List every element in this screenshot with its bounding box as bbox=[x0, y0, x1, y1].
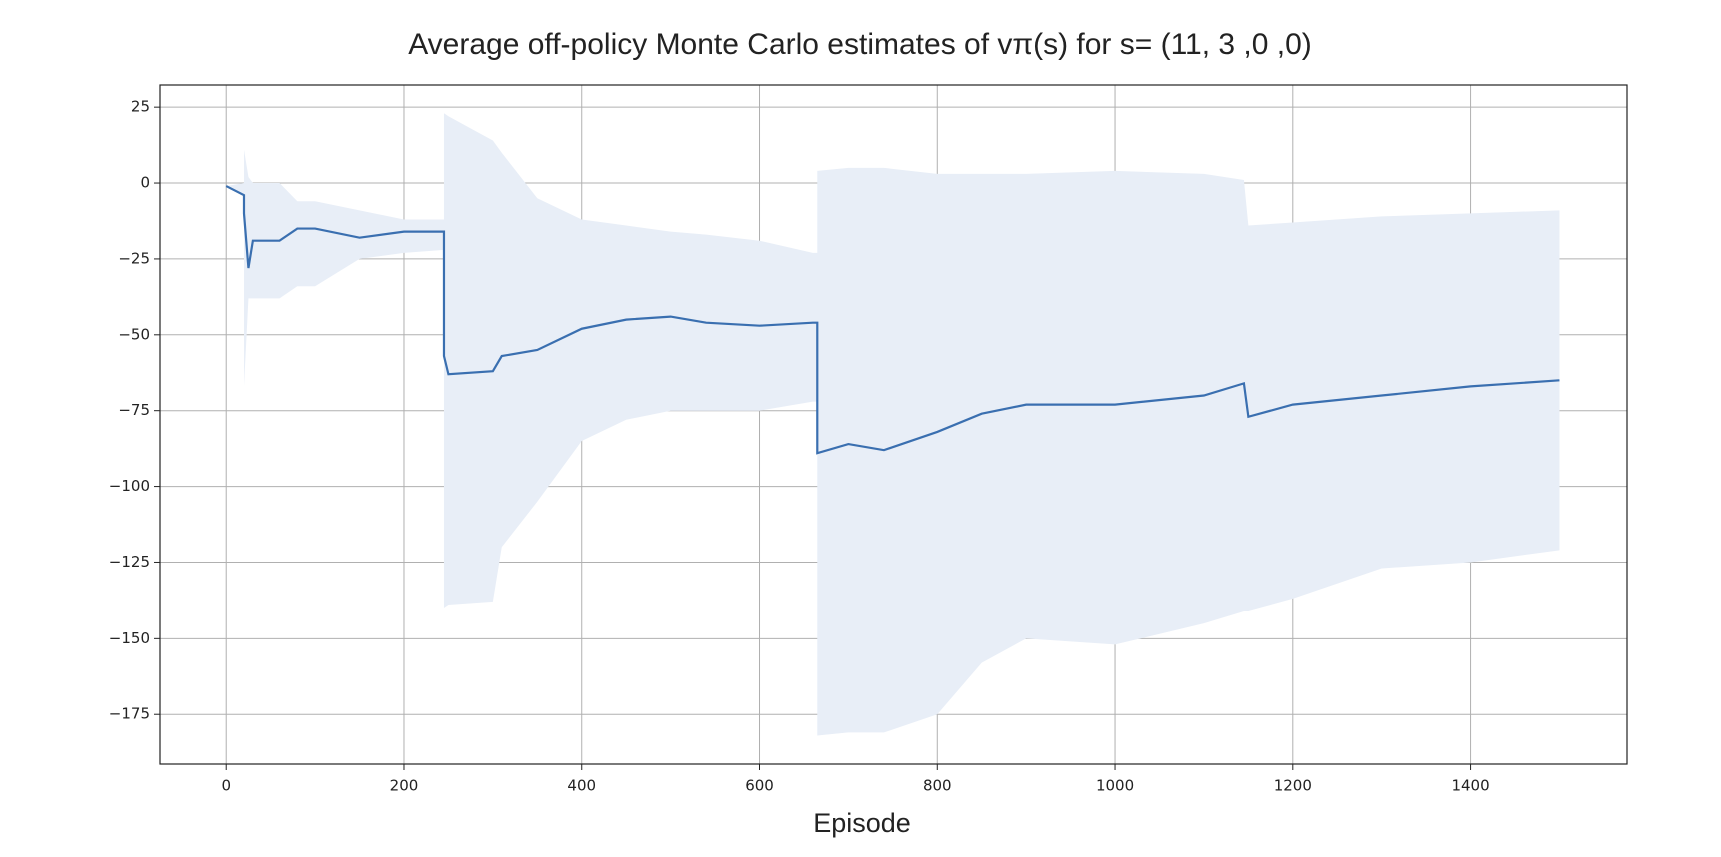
y-tick-label: −175 bbox=[109, 705, 150, 723]
x-tick-label: 800 bbox=[923, 777, 952, 795]
x-tick-label: 400 bbox=[567, 777, 596, 795]
y-tick-label: −50 bbox=[118, 325, 150, 343]
x-tick-label: 1400 bbox=[1451, 777, 1489, 795]
x-axis-label: Episode bbox=[813, 808, 911, 838]
y-tick-label: −25 bbox=[118, 249, 150, 267]
x-tick-label: 600 bbox=[745, 777, 774, 795]
y-tick-label: −125 bbox=[109, 553, 150, 571]
x-tick-label: 1000 bbox=[1096, 777, 1134, 795]
plot-frame bbox=[159, 84, 1628, 765]
chart-title: Average off-policy Monte Carlo estimates… bbox=[408, 28, 1312, 61]
y-tick-label: 25 bbox=[131, 98, 150, 116]
confidence-band bbox=[226, 113, 1560, 736]
y-tick-label: −150 bbox=[109, 629, 150, 647]
x-tick-label: 0 bbox=[221, 777, 231, 795]
y-tick-label: −100 bbox=[109, 477, 150, 495]
mean-line bbox=[225, 185, 1560, 455]
x-tick-label: 200 bbox=[390, 777, 419, 795]
x-tick-label: 1200 bbox=[1274, 777, 1312, 795]
y-tick-label: −75 bbox=[118, 401, 150, 419]
y-tick-label: 0 bbox=[140, 174, 150, 192]
